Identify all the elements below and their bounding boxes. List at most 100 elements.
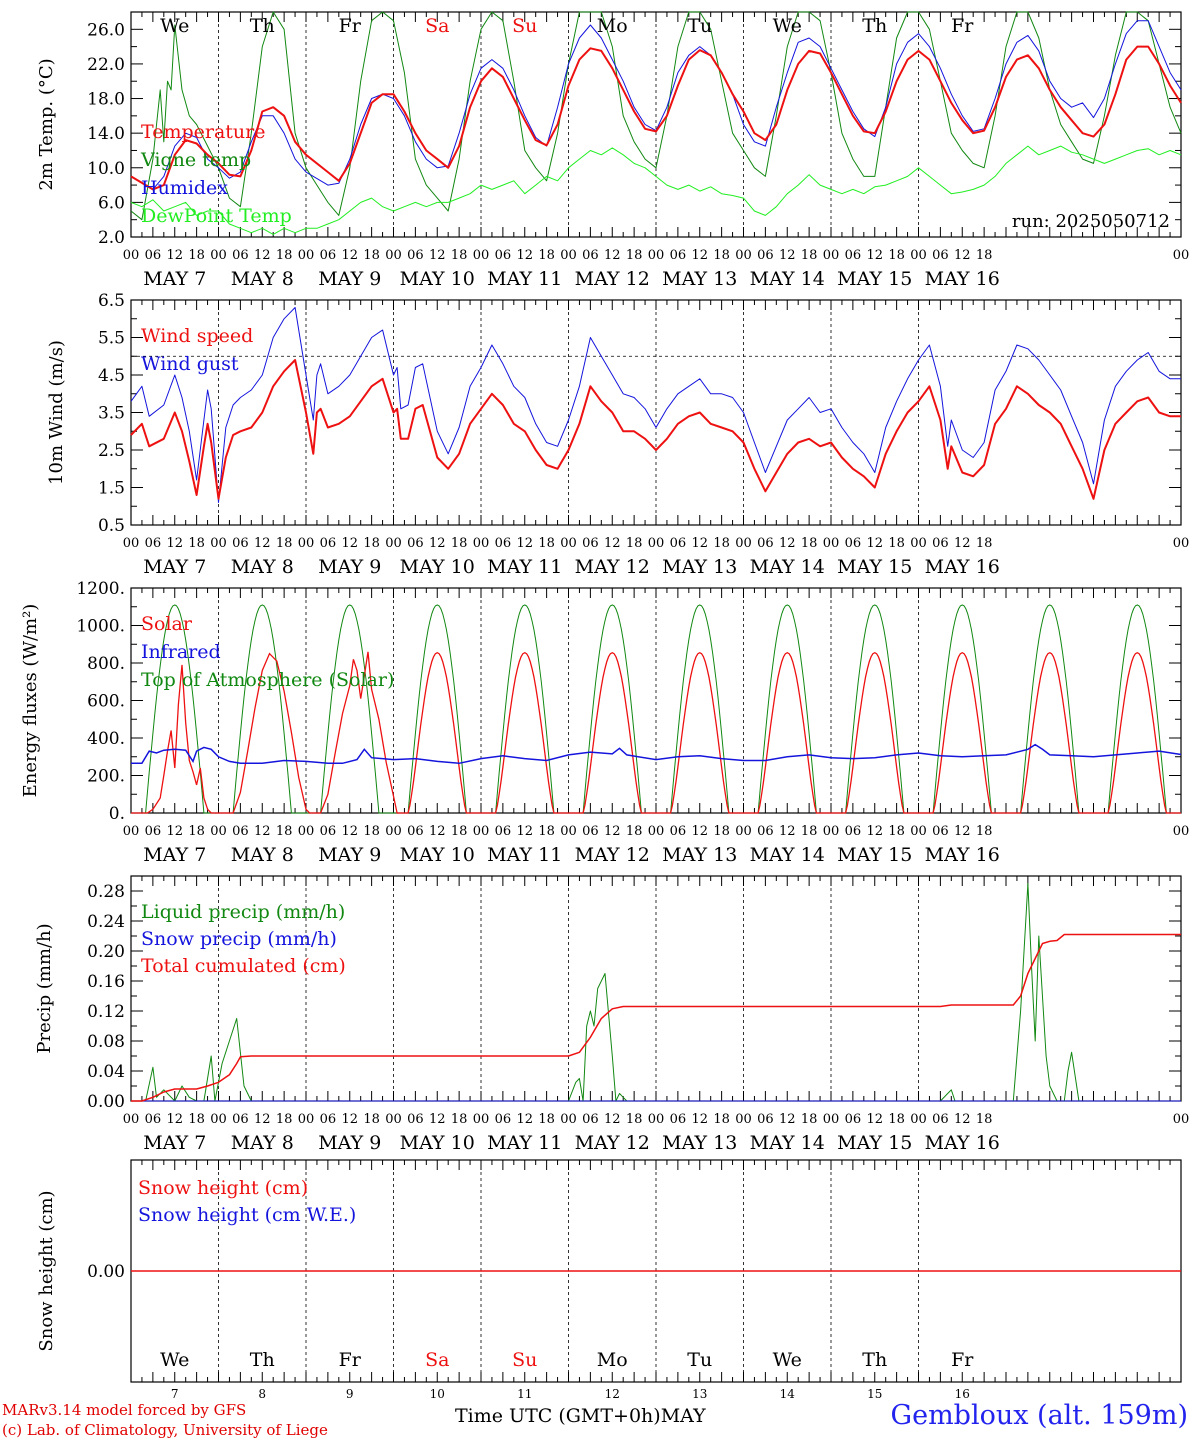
hour-tick-label: 12 — [866, 536, 883, 551]
hour-tick-label: 00 — [910, 824, 927, 839]
weekday-label: Su — [512, 1349, 537, 1371]
hour-tick-label: 06 — [320, 248, 337, 263]
date-label: MAY 8 — [231, 844, 294, 866]
hour-tick-label: 00 — [560, 1112, 577, 1127]
hour-tick-label: 18 — [976, 824, 993, 839]
hour-tick-label: 18 — [801, 1112, 818, 1127]
weekday-label: Sa — [425, 1349, 449, 1371]
date-label: MAY 12 — [575, 268, 650, 290]
hour-tick-label: 12 — [954, 536, 971, 551]
hour-tick-label: 18 — [451, 824, 468, 839]
hour-tick-label: 18 — [451, 248, 468, 263]
day-number-label: 9 — [346, 1387, 354, 1400]
hour-tick-label: 00 — [473, 824, 490, 839]
date-label: MAY 9 — [318, 1132, 381, 1154]
y-tick-label: 0.24 — [87, 912, 125, 932]
hour-tick-label: 00 — [210, 1112, 227, 1127]
hour-tick-label: 06 — [232, 824, 249, 839]
hour-tick-label: 18 — [363, 536, 380, 551]
weekday-label: Su — [512, 15, 537, 37]
weekday-label: Fr — [951, 1349, 974, 1371]
hour-tick-label: 12 — [429, 248, 446, 263]
hour-tick-label: 06 — [932, 248, 949, 263]
y-tick-label: 5.5 — [98, 329, 125, 349]
lab-credit: (c) Lab. of Climatology, University of L… — [2, 1421, 328, 1439]
hour-tick-label: 12 — [429, 1112, 446, 1127]
legend-entry: Total cumulated (cm) — [141, 955, 346, 977]
hour-tick-label: 06 — [232, 536, 249, 551]
date-label: MAY 9 — [318, 268, 381, 290]
legend-entry: Wind speed — [141, 325, 253, 347]
hour-tick-label: 12 — [429, 536, 446, 551]
date-label: MAY 7 — [143, 1132, 206, 1154]
hour-tick-label: 18 — [276, 824, 293, 839]
hour-tick-label: 00 — [1173, 536, 1190, 551]
hour-tick-label: 00 — [385, 1112, 402, 1127]
weekday-label: Mo — [597, 1349, 628, 1371]
hour-tick-label: 12 — [604, 1112, 621, 1127]
y-axis-label: Snow height (cm) — [36, 1190, 57, 1351]
date-label: MAY 13 — [662, 1132, 737, 1154]
y-tick-label: 14.0 — [87, 124, 125, 144]
hour-tick-label: 18 — [276, 1112, 293, 1127]
hour-tick-label: 06 — [145, 1112, 162, 1127]
hour-tick-label: 00 — [123, 1112, 140, 1127]
date-label: MAY 14 — [750, 1132, 825, 1154]
date-label: MAY 8 — [231, 556, 294, 578]
hour-tick-label: 12 — [779, 248, 796, 263]
hour-tick-label: 06 — [320, 1112, 337, 1127]
day-number-label: 14 — [780, 1387, 796, 1400]
legend-entry: Top of Atmosphere (Solar) — [141, 669, 394, 691]
hour-tick-label: 12 — [254, 536, 271, 551]
date-label: MAY 14 — [750, 556, 825, 578]
hour-tick-label: 12 — [866, 248, 883, 263]
date-label: MAY 14 — [750, 844, 825, 866]
legend-entry: Temperature — [141, 121, 265, 143]
date-label: MAY 13 — [662, 844, 737, 866]
date-label: MAY 14 — [750, 268, 825, 290]
hour-tick-label: 00 — [473, 248, 490, 263]
hour-tick-label: 12 — [341, 536, 358, 551]
hour-tick-label: 00 — [823, 824, 840, 839]
weekday-label: Tu — [687, 1349, 712, 1371]
hour-tick-label: 06 — [670, 824, 687, 839]
hour-tick-label: 06 — [845, 536, 862, 551]
series-line-humidex — [130, 20, 1182, 190]
y-tick-label: 0. — [109, 804, 125, 824]
hour-tick-label: 12 — [691, 536, 708, 551]
hour-tick-label: 06 — [670, 1112, 687, 1127]
y-tick-label: 26.0 — [87, 20, 125, 40]
hour-tick-label: 18 — [451, 536, 468, 551]
hour-tick-label: 00 — [910, 536, 927, 551]
hour-tick-label: 18 — [363, 1112, 380, 1127]
date-label: MAY 16 — [925, 844, 1000, 866]
legend-entry: Infrared — [141, 641, 221, 663]
hour-tick-label: 06 — [757, 1112, 774, 1127]
hour-tick-label: 18 — [713, 248, 730, 263]
date-label: MAY 9 — [318, 556, 381, 578]
hour-tick-label: 00 — [473, 536, 490, 551]
legend-entry: Wind gust — [141, 353, 239, 375]
x-axis-month: MAY — [660, 1405, 706, 1427]
hour-tick-label: 00 — [210, 824, 227, 839]
hour-tick-label: 12 — [341, 1112, 358, 1127]
hour-tick-label: 06 — [932, 1112, 949, 1127]
hour-tick-label: 00 — [560, 824, 577, 839]
hour-tick-label: 00 — [298, 824, 315, 839]
hour-tick-label: 12 — [516, 1112, 533, 1127]
plot-frame — [130, 11, 1182, 238]
hour-tick-label: 00 — [385, 824, 402, 839]
hour-tick-label: 00 — [910, 248, 927, 263]
weekday-label: Fr — [339, 1349, 362, 1371]
y-tick-label: 0.08 — [87, 1032, 125, 1052]
meteogram-chart: 2.0 6.0 10.0 14.0 18.0 22.0 26.0 2m Temp. (°C) T… — [20, 11, 1190, 1400]
date-label: MAY 16 — [925, 1132, 1000, 1154]
y-tick-label: 0.20 — [87, 942, 125, 962]
hour-tick-label: 00 — [735, 536, 752, 551]
legend-entry: Snow height (cm) — [138, 1177, 308, 1199]
y-tick-label: 1200. — [76, 579, 125, 599]
hour-tick-label: 18 — [976, 248, 993, 263]
hour-tick-label: 06 — [845, 248, 862, 263]
hour-tick-label: 18 — [888, 1112, 905, 1127]
hour-tick-label: 12 — [341, 248, 358, 263]
